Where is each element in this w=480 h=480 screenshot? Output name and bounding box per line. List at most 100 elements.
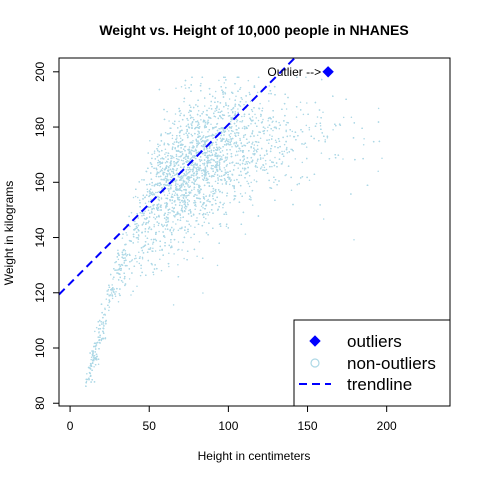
- scatter-point: [141, 224, 144, 226]
- scatter-point: [214, 110, 216, 112]
- scatter-point: [350, 193, 352, 195]
- scatter-point: [173, 211, 175, 213]
- scatter-point: [256, 91, 259, 94]
- scatter-point: [225, 172, 227, 174]
- scatter-point: [202, 119, 205, 121]
- scatter-point: [289, 135, 291, 137]
- scatter-point: [241, 162, 244, 165]
- scatter-point: [124, 283, 127, 285]
- scatter-point: [229, 136, 231, 138]
- scatter-point: [158, 199, 161, 202]
- scatter-point: [183, 133, 185, 136]
- scatter-point: [168, 192, 171, 194]
- scatter-point: [164, 131, 167, 134]
- scatter-point: [174, 199, 176, 202]
- scatter-point: [100, 303, 103, 305]
- scatter-point: [160, 157, 162, 160]
- scatter-point: [237, 132, 240, 134]
- scatter-point: [291, 130, 294, 133]
- scatter-point: [176, 196, 179, 199]
- scatter-point: [305, 76, 307, 79]
- scatter-point: [182, 166, 185, 169]
- scatter-point: [204, 213, 207, 215]
- scatter-point: [235, 146, 237, 148]
- scatter-point: [182, 182, 184, 185]
- scatter-point: [196, 255, 198, 258]
- scatter-point: [209, 117, 211, 119]
- scatter-point: [221, 127, 224, 130]
- scatter-point: [184, 156, 186, 159]
- scatter-point: [202, 203, 204, 206]
- scatter-point: [214, 171, 217, 174]
- scatter-point: [178, 150, 180, 153]
- scatter-point: [165, 207, 167, 209]
- scatter-point: [202, 134, 205, 137]
- scatter-point: [241, 150, 244, 152]
- scatter-point: [218, 164, 220, 167]
- scatter-point: [203, 221, 206, 223]
- scatter-point: [235, 95, 237, 97]
- scatter-point: [214, 126, 217, 128]
- scatter-point: [167, 218, 169, 220]
- scatter-point: [154, 218, 157, 220]
- scatter-point: [188, 146, 191, 148]
- scatter-point: [200, 138, 202, 141]
- scatter-point: [188, 152, 190, 155]
- scatter-point: [250, 109, 253, 111]
- scatter-point: [243, 127, 246, 130]
- scatter-point: [194, 226, 196, 228]
- scatter-point: [199, 189, 201, 192]
- scatter-point: [233, 164, 236, 167]
- scatter-point: [195, 167, 198, 169]
- scatter-point: [197, 197, 199, 199]
- scatter-point: [177, 229, 180, 231]
- scatter-point: [172, 168, 175, 171]
- scatter-point: [169, 199, 171, 201]
- scatter-point: [165, 180, 168, 182]
- scatter-point: [143, 221, 145, 224]
- scatter-point: [210, 149, 213, 152]
- scatter-point: [147, 259, 150, 262]
- scatter-point: [178, 155, 180, 158]
- scatter-point: [196, 142, 198, 144]
- scatter-point: [230, 109, 233, 111]
- scatter-point: [352, 137, 355, 139]
- scatter-point: [133, 265, 136, 267]
- scatter-point: [95, 353, 98, 356]
- scatter-point: [313, 173, 316, 176]
- scatter-point: [274, 199, 276, 202]
- scatter-point: [240, 142, 243, 145]
- scatter-point: [226, 156, 229, 159]
- scatter-point: [167, 262, 170, 265]
- scatter-point: [122, 233, 124, 235]
- scatter-point: [119, 288, 121, 290]
- scatter-point: [101, 323, 103, 325]
- scatter-point: [224, 169, 226, 171]
- scatter-point: [223, 76, 225, 79]
- scatter-point: [144, 202, 147, 204]
- scatter-point: [187, 171, 190, 174]
- scatter-point: [100, 339, 103, 342]
- scatter-point: [152, 207, 155, 210]
- scatter-point: [186, 130, 188, 132]
- scatter-point: [233, 122, 236, 125]
- scatter-point: [182, 160, 184, 162]
- scatter-point: [185, 125, 188, 128]
- scatter-point: [219, 155, 221, 157]
- scatter-point: [217, 182, 219, 184]
- scatter-point: [185, 132, 187, 134]
- scatter-point: [147, 209, 150, 211]
- scatter-point: [208, 87, 211, 90]
- scatter-point: [161, 162, 163, 164]
- scatter-point: [166, 224, 168, 226]
- scatter-point: [177, 276, 180, 278]
- scatter-point: [216, 170, 219, 172]
- scatter-point: [189, 185, 191, 188]
- scatter-point: [259, 158, 262, 160]
- scatter-point: [227, 227, 230, 229]
- scatter-point: [226, 163, 228, 166]
- scatter-point: [234, 145, 237, 147]
- scatter-point: [328, 157, 331, 160]
- scatter-point: [233, 195, 236, 197]
- scatter-point: [155, 233, 157, 236]
